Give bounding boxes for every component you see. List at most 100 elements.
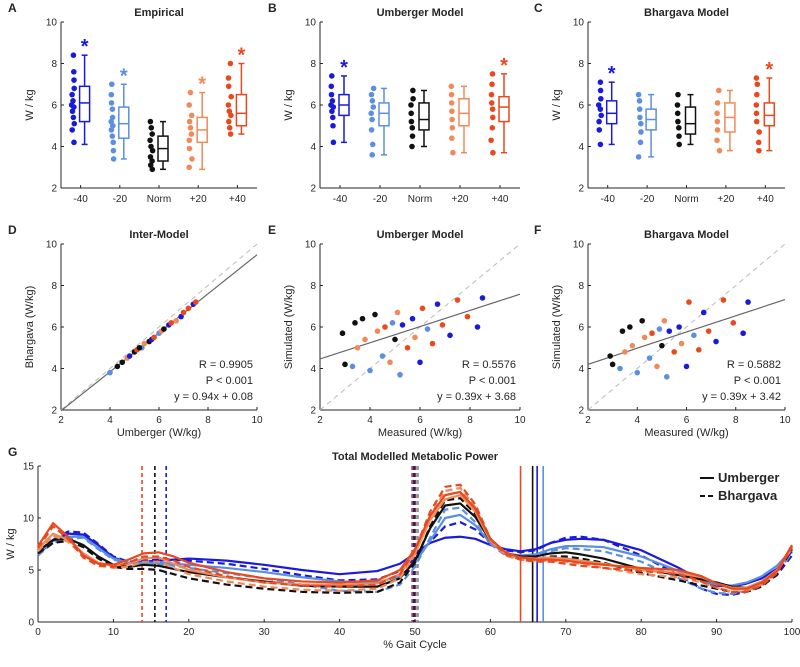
panel-title: Umberger Model <box>377 229 464 241</box>
fit-line <box>319 293 521 360</box>
data-point <box>490 114 496 121</box>
x-tick-label: 2 <box>58 415 64 426</box>
box-group-+40: * <box>753 59 776 154</box>
panel-title: Bhargava Model <box>644 7 729 19</box>
y-tick-label: 2 <box>51 406 57 417</box>
data-point <box>349 363 356 370</box>
data-point <box>714 137 720 144</box>
data-point <box>147 154 154 160</box>
x-tick-label: +40 <box>492 194 509 205</box>
data-point <box>110 156 117 162</box>
p-value-label: P < 0.001 <box>206 375 253 387</box>
y-tick-label: 8 <box>578 59 584 70</box>
fit-line <box>587 299 786 365</box>
data-point <box>489 71 496 77</box>
data-point <box>676 141 682 148</box>
data-point <box>448 91 455 98</box>
data-point <box>641 334 648 341</box>
x-tick-label: 50 <box>409 627 421 638</box>
x-tick-label: 10 <box>514 415 526 426</box>
data-point <box>675 118 681 125</box>
correlation-label: R = 0.5576 <box>462 359 516 371</box>
data-point <box>173 317 179 324</box>
box <box>684 106 697 135</box>
data-point <box>450 149 456 156</box>
data-point <box>71 139 77 146</box>
box <box>418 102 430 131</box>
panel-title: Inter-Model <box>129 229 188 241</box>
data-point <box>638 120 644 127</box>
data-point <box>408 110 415 117</box>
data-point <box>676 133 682 139</box>
y-tick-label: 8 <box>578 281 584 292</box>
y-tick-label: 4 <box>310 364 316 375</box>
data-point <box>449 125 456 131</box>
x-tick-label: 8 <box>205 415 211 426</box>
y-tick-label: 10 <box>23 514 35 525</box>
panel-title: Empirical <box>134 7 184 19</box>
y-tick-label: 4 <box>51 142 57 153</box>
box <box>458 98 470 127</box>
x-tick-label: 4 <box>634 415 640 426</box>
y-axis-label: Bhargava (W/kg) <box>24 286 36 369</box>
p-value-label: P < 0.001 <box>469 375 516 387</box>
box-group--20 <box>635 91 657 160</box>
data-point <box>370 85 377 92</box>
data-point <box>635 154 642 160</box>
y-tick-label: 4 <box>310 142 316 153</box>
data-point <box>619 328 626 334</box>
box-group--20 <box>368 85 390 158</box>
data-point <box>369 152 376 158</box>
data-point <box>449 135 455 141</box>
data-point <box>629 342 636 349</box>
y-tick-label: 2 <box>578 184 584 195</box>
y-tick-label: 10 <box>46 18 58 29</box>
series-line <box>37 490 793 590</box>
data-point <box>368 127 375 133</box>
data-point <box>70 52 77 58</box>
data-point <box>756 147 762 154</box>
x-tick-label: -20 <box>373 194 388 205</box>
significance-star: * <box>120 65 128 87</box>
data-point <box>447 332 453 339</box>
panel-D: D Inter-Model 2 4 6 8 10 Bhargava (W/kg) 2 4 6 8 10 U… <box>8 223 263 439</box>
data-point <box>656 326 663 332</box>
y-axis-label: Simulated (W/kg) <box>551 285 563 369</box>
data-point <box>189 156 195 162</box>
data-point <box>225 83 232 90</box>
regression-equation: y = 0.39x + 3.42 <box>702 391 781 403</box>
data-point <box>753 110 760 117</box>
data-point <box>448 83 455 90</box>
data-point <box>713 338 719 345</box>
significance-star: * <box>238 45 246 67</box>
data-point <box>328 91 335 98</box>
data-point <box>489 81 495 88</box>
data-point <box>464 313 471 320</box>
data-point <box>489 125 496 131</box>
data-point <box>637 139 644 146</box>
panel-A: A Empirical 2 4 6 8 10 W / kg -40 * -20 * Norm +20 * +4… <box>8 1 257 205</box>
data-point <box>70 98 76 104</box>
x-tick-label: 100 <box>784 627 800 638</box>
box-group--20: * <box>108 65 130 162</box>
data-point <box>108 100 115 106</box>
box <box>378 102 390 127</box>
data-point <box>714 110 720 117</box>
data-point <box>634 369 641 376</box>
data-point <box>109 81 115 88</box>
x-tick-label: 6 <box>156 415 162 426</box>
data-point <box>609 361 616 368</box>
data-point <box>636 106 643 112</box>
data-point <box>434 301 441 307</box>
data-point <box>753 75 760 81</box>
data-point <box>70 114 77 121</box>
x-tick-label: Norm <box>147 194 171 205</box>
data-point <box>716 87 722 94</box>
data-point <box>354 344 361 351</box>
x-tick-label: 10 <box>779 415 791 426</box>
data-point <box>109 133 116 139</box>
data-point <box>488 91 495 98</box>
data-point <box>683 363 690 370</box>
box <box>605 100 618 125</box>
box-group--40: * <box>328 57 350 146</box>
